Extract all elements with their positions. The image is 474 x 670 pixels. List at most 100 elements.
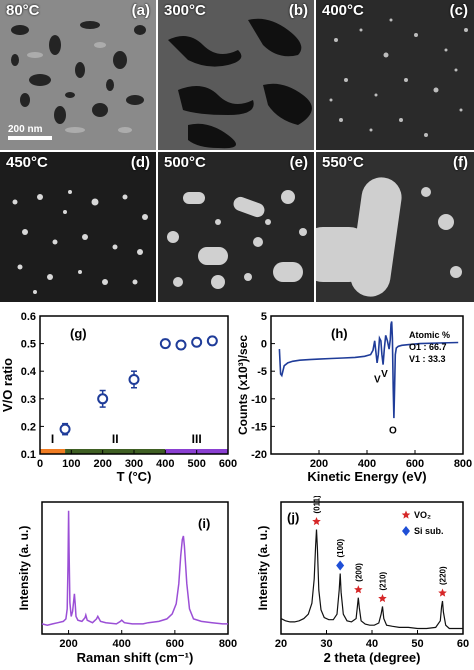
legend-diamond-icon — [402, 526, 410, 536]
y-tick-label: 0.3 — [21, 394, 36, 406]
y-tick-label: 0.2 — [21, 421, 36, 433]
peak-index-label: (210) — [378, 571, 387, 590]
y-axis-label: Intensity (a. u.) — [17, 526, 31, 611]
x-tick-label: 40 — [366, 638, 378, 650]
vo2-peak-marker — [312, 517, 321, 526]
temperature-label: 450°C — [6, 154, 48, 171]
chart-i: 200 400 600 800 (i) Raman shift (cm⁻¹) Intensi… — [17, 501, 237, 665]
y-axis-label: Intensity (a. u.) — [256, 526, 270, 611]
x-tick-label: 800 — [219, 638, 237, 650]
annotation-line: V1 : 33.3 — [409, 354, 446, 364]
annotation-line: O1 : 66.7 — [409, 342, 447, 352]
region-label: III — [192, 432, 202, 446]
peak-label: V — [381, 369, 388, 380]
data-point — [191, 336, 203, 348]
y-tick-label: -20 — [251, 449, 267, 461]
region-band — [65, 449, 166, 454]
x-tick-label: 800 — [454, 458, 472, 470]
scale-bar-label: 200 nm — [8, 124, 43, 135]
y-tick-label: 0 — [261, 339, 267, 351]
x-tick-label: 20 — [275, 638, 287, 650]
vo2-peak-marker — [378, 594, 387, 603]
data-point — [128, 373, 140, 385]
sem-image-c — [316, 0, 474, 150]
annotation-line: Atomic % — [409, 330, 450, 340]
temperature-label: 400°C — [322, 2, 364, 19]
peak-index-label: (200) — [354, 563, 363, 582]
panel-label: (g) — [70, 326, 87, 341]
data-point — [175, 339, 187, 351]
panel-label: (e) — [289, 154, 308, 171]
y-tick-label: 0.5 — [21, 339, 36, 351]
x-axis-label: Raman shift (cm⁻¹) — [77, 650, 194, 665]
x-axis-label: Kinetic Energy (eV) — [307, 469, 426, 484]
region-label: II — [112, 432, 119, 446]
xrd-line — [280, 529, 463, 630]
y-tick-label: -10 — [251, 394, 267, 406]
sem-panel-b: 300°C (b) — [158, 0, 314, 150]
panel-label: (d) — [130, 154, 150, 171]
plot-frame — [41, 501, 229, 635]
panel-label: (b) — [288, 2, 308, 19]
peak-label: V — [374, 374, 381, 385]
x-axis-label: T (°C) — [117, 469, 152, 484]
panel-label: (i) — [198, 516, 210, 531]
chart-h: 200 400 600 800 5 0 -5 -10 -15 -20 VV O Atomic % O1 :… — [237, 311, 472, 484]
data-point — [206, 335, 218, 347]
x-axis-label: 2 theta (degree) — [324, 650, 421, 665]
sem-panel-e: 500°C (e) — [158, 152, 314, 302]
x-tick-label: 400 — [156, 458, 174, 470]
legend-star-icon — [401, 510, 411, 519]
panel-label: (h) — [331, 326, 348, 341]
sem-panel-a: 80°C (a) 200 nm — [0, 0, 156, 150]
y-tick-label: -15 — [251, 421, 267, 433]
y-tick-label: 0.4 — [21, 366, 37, 378]
x-tick-label: 600 — [166, 638, 184, 650]
data-point — [159, 338, 171, 350]
spectrum-line — [278, 321, 459, 419]
y-tick-label: 0.6 — [21, 311, 36, 323]
region-label: I — [51, 432, 54, 446]
temperature-label: 550°C — [322, 154, 364, 171]
x-tick-label: 200 — [310, 458, 328, 470]
peak-label: O — [389, 426, 397, 437]
panel-label: (a) — [131, 2, 150, 19]
legend-label: Si sub. — [414, 526, 444, 536]
x-tick-label: 300 — [125, 458, 143, 470]
sem-image-b — [158, 0, 314, 150]
x-tick-label: 500 — [187, 458, 205, 470]
x-tick-label: 60 — [457, 638, 469, 650]
peak-index-label: (011) — [312, 496, 321, 514]
x-tick-label: 200 — [93, 458, 111, 470]
sem-panel-f: 550°C (f) — [316, 152, 474, 302]
sem-panel-d: 450°C (d) — [0, 152, 156, 302]
temperature-label: 80°C — [6, 2, 40, 19]
legend-label: VO₂ — [414, 510, 431, 520]
scale-bar: 200 nm — [8, 124, 52, 140]
x-tick-label: 400 — [113, 638, 131, 650]
peak-index-label: (220) — [439, 566, 448, 585]
sem-image-f — [316, 152, 474, 302]
x-tick-label: 600 — [219, 458, 237, 470]
sem-image-a — [0, 0, 156, 150]
panel-label: (c) — [449, 2, 468, 19]
x-tick-label: 50 — [411, 638, 423, 650]
y-tick-label: -5 — [257, 366, 267, 378]
panel-label: (j) — [287, 510, 299, 525]
x-tick-label: 200 — [59, 638, 77, 650]
peak-index-label: (100) — [336, 538, 345, 557]
x-tick-label: 100 — [62, 458, 80, 470]
x-tick-label: 400 — [358, 458, 376, 470]
y-axis-label: Counts (x10³)/sec — [237, 335, 250, 435]
data-point — [59, 423, 71, 435]
y-tick-label: 0.1 — [21, 449, 36, 461]
sem-panel-c: 400°C (c) — [316, 0, 474, 150]
raman-line — [41, 510, 228, 626]
temperature-label: 500°C — [164, 154, 206, 171]
region-band — [40, 449, 66, 454]
y-axis-label: V/O ratio — [0, 358, 15, 412]
panel-label: (f) — [453, 154, 468, 171]
vo2-peak-marker — [354, 585, 363, 594]
si-peak-marker — [336, 560, 345, 571]
